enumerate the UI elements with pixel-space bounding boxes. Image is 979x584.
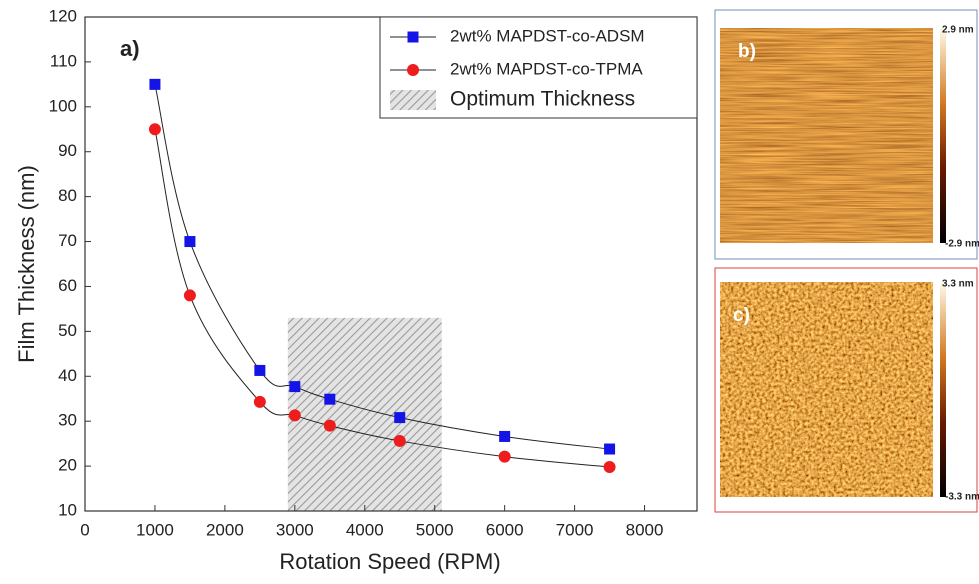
marker	[148, 123, 161, 136]
legend-label: 2wt% MAPDST-co-TPMA	[450, 59, 643, 78]
marker	[498, 450, 511, 463]
y-tick-label: 90	[58, 141, 77, 160]
legend-label: Optimum Thickness	[450, 88, 635, 111]
y-tick-label: 20	[58, 456, 77, 475]
panel-label: c)	[733, 305, 750, 326]
x-tick-label: 4000	[346, 520, 384, 539]
y-tick-label: 70	[58, 231, 77, 250]
x-tick-label: 8000	[626, 520, 664, 539]
marker	[394, 412, 406, 424]
y-tick-label: 60	[58, 276, 77, 295]
x-tick-label: 1000	[136, 520, 174, 539]
scale-min: -2.9 nm	[945, 239, 979, 250]
x-tick-label: 0	[80, 520, 89, 539]
y-tick-label: 80	[58, 186, 77, 205]
marker	[289, 381, 301, 393]
legend: 2wt% MAPDST-co-ADSM 2wt% MAPDST-co-TPMA Op…	[379, 16, 698, 119]
marker	[184, 236, 196, 248]
scale-max: 3.3 nm	[942, 279, 974, 290]
x-tick-label: 7000	[556, 520, 594, 539]
legend-swatch	[390, 90, 436, 110]
marker	[253, 395, 266, 408]
afm-image	[720, 28, 933, 243]
legend-marker	[407, 64, 419, 76]
marker	[324, 393, 336, 405]
y-axis-label: Film Thickness (nm)	[14, 165, 39, 363]
panel-label: b)	[738, 41, 756, 62]
scale-min: -3.3 nm	[945, 492, 979, 503]
marker	[323, 419, 336, 432]
y-tick-label: 100	[49, 96, 77, 115]
marker	[149, 78, 161, 90]
x-axis-label: Rotation Speed (RPM)	[279, 549, 500, 574]
y-tick-label: 30	[58, 411, 77, 430]
x-tick-label: 5000	[416, 520, 454, 539]
marker	[393, 434, 406, 447]
optimum-region	[287, 317, 442, 511]
y-tick-label: 110	[50, 51, 77, 70]
afm-image	[720, 282, 933, 497]
scale-max: 2.9 nm	[942, 25, 974, 36]
marker	[183, 289, 196, 302]
legend-marker	[407, 31, 419, 43]
x-tick-label: 6000	[486, 520, 524, 539]
marker	[499, 430, 511, 442]
marker	[288, 409, 301, 422]
y-tick-label: 50	[58, 321, 77, 340]
y-tick-label: 40	[58, 366, 77, 385]
main-chart: a) Rotation Speed (RPM) Film Thickness (…	[14, 6, 698, 574]
marker	[254, 364, 266, 376]
x-tick-label: 2000	[206, 520, 244, 539]
afm-panels: b) 2.9 nm -2.9 nm c) 3.3 nm -3.3 nm	[714, 9, 979, 513]
panel-label: a)	[120, 36, 140, 61]
x-tick-label: 3000	[276, 520, 314, 539]
y-tick-label: 10	[58, 500, 77, 519]
marker	[604, 443, 616, 455]
color-scale	[940, 282, 946, 497]
y-tick-label: 120	[49, 6, 77, 25]
color-scale	[940, 28, 946, 243]
marker	[603, 460, 616, 473]
legend-label: 2wt% MAPDST-co-ADSM	[450, 26, 645, 45]
